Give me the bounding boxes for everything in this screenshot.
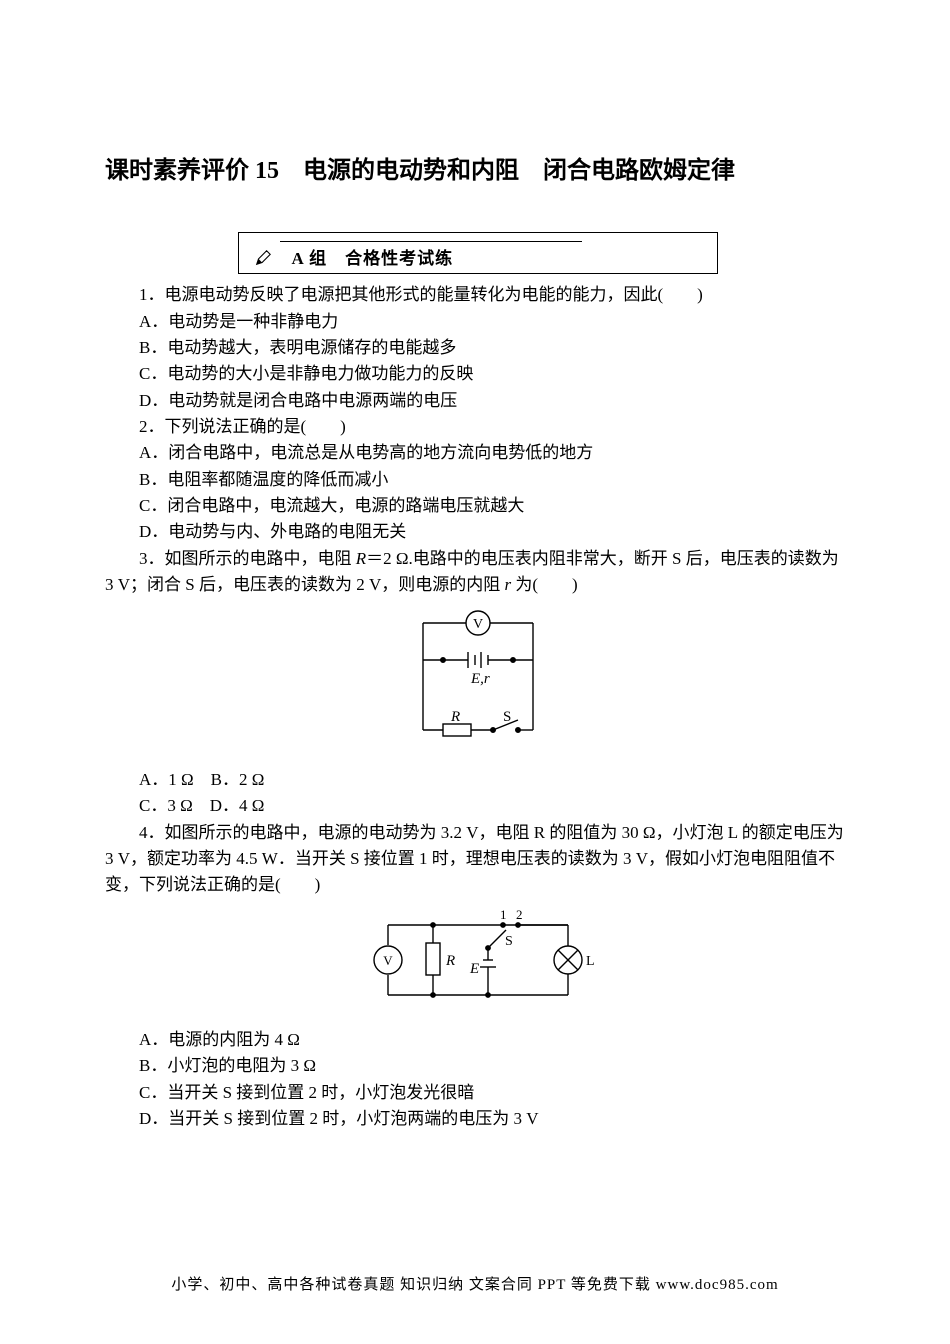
- page-footer: 小学、初中、高中各种试卷真题 知识归纳 文案合同 PPT 等免费下载 www.d…: [0, 1273, 950, 1294]
- q4-fig-S: S: [505, 934, 513, 949]
- q4-fig-p2: 2: [516, 907, 523, 922]
- q3-R: R: [356, 549, 366, 568]
- pencil-icon: [254, 249, 272, 267]
- q4-fig-p1: 1: [500, 907, 507, 922]
- q4-fig-L: L: [586, 954, 595, 969]
- svg-text:E,r: E,r: [470, 671, 490, 687]
- q2-option-a: A．闭合电路中，电流总是从电势高的地方流向电势低的地方: [105, 440, 850, 466]
- q4-option-a: A．电源的内阻为 4 Ω: [105, 1027, 850, 1053]
- q3-option-c: C．3 Ω: [139, 796, 193, 815]
- q3-fig-R: R: [450, 709, 460, 725]
- q4-fig-V: V: [383, 953, 393, 968]
- q2-option-b: B．电阻率都随温度的降低而减小: [105, 467, 850, 493]
- q3-fig-S: S: [503, 709, 511, 725]
- q3-stem: 3．如图所示的电路中，电阻 R＝2 Ω.电路中的电压表内阻非常大，断开 S 后，…: [105, 546, 850, 599]
- section-header-box: A 组 合格性考试练: [238, 232, 718, 274]
- q1-option-d: D．电动势就是闭合电路中电源两端的电压: [105, 388, 850, 414]
- q3-stem-end: 为( ): [511, 575, 578, 594]
- q4-figure: V R E: [105, 905, 850, 1023]
- q3-options-ab: A．1 Ω B．2 Ω: [105, 767, 850, 793]
- q4-option-c: C．当开关 S 接到位置 2 时，小灯泡发光很暗: [105, 1080, 850, 1106]
- q3-option-b: B．2 Ω: [211, 770, 265, 789]
- q1-option-c: C．电动势的大小是非静电力做功能力的反映: [105, 361, 850, 387]
- q3-fig-V: V: [472, 617, 482, 632]
- q1-option-b: B．电动势越大，表明电源储存的电能越多: [105, 335, 850, 361]
- q4-stem: 4．如图所示的电路中，电源的电动势为 3.2 V，电阻 R 的阻值为 30 Ω，…: [105, 820, 850, 899]
- q2-stem: 2．下列说法正确的是( ): [105, 414, 850, 440]
- section-label: A 组 合格性考试练: [280, 241, 582, 269]
- section-header-inner: A 组 合格性考试练: [254, 241, 702, 269]
- q4-option-d: D．当开关 S 接到位置 2 时，小灯泡两端的电压为 3 V: [105, 1106, 850, 1132]
- page-title: 课时素养评价 15 电源的电动势和内阻 闭合电路欧姆定律: [105, 140, 850, 202]
- q3-stem-pre: 3．如图所示的电路中，电阻: [139, 549, 356, 568]
- q1-option-a: A．电动势是一种非静电力: [105, 309, 850, 335]
- q3-option-a: A．1 Ω: [139, 770, 194, 789]
- q4-option-b: B．小灯泡的电阻为 3 Ω: [105, 1053, 850, 1079]
- q1-stem: 1．电源电动势反映了电源把其他形式的能量转化为电能的能力，因此( ): [105, 282, 850, 308]
- body-content: 1．电源电动势反映了电源把其他形式的能量转化为电能的能力，因此( ) A．电动势…: [105, 282, 850, 1132]
- q3-figure: V: [105, 605, 850, 763]
- q3-option-d: D．4 Ω: [210, 796, 265, 815]
- q2-option-c: C．闭合电路中，电流越大，电源的路端电压就越大: [105, 493, 850, 519]
- q2-option-d: D．电动势与内、外电路的电阻无关: [105, 519, 850, 545]
- q4-fig-E: E: [469, 961, 479, 977]
- page: 课时素养评价 15 电源的电动势和内阻 闭合电路欧姆定律 A 组 合格性考试练 …: [0, 0, 950, 1344]
- q4-fig-R: R: [445, 953, 455, 969]
- q3-fig-r: r: [483, 671, 489, 687]
- q3-fig-E: E: [470, 671, 480, 687]
- q3-eq2: ＝2 Ω.: [366, 549, 413, 568]
- q3-options-cd: C．3 Ω D．4 Ω: [105, 793, 850, 819]
